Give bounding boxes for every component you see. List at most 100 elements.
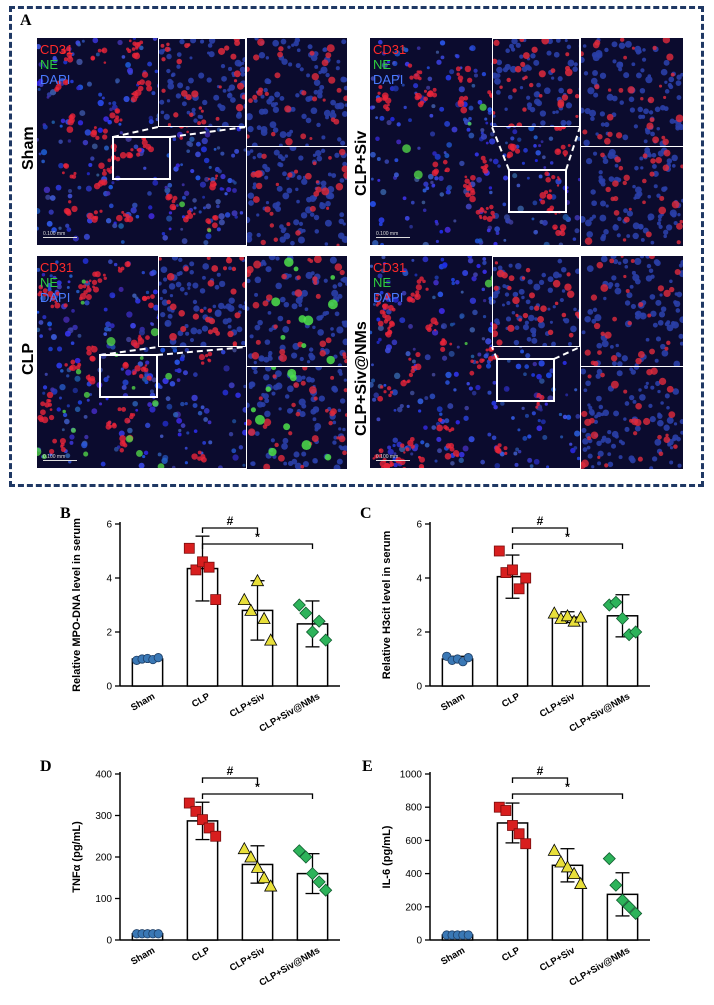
- y-axis-label: Relative MPO-DNA level in serum: [71, 518, 83, 692]
- data-point: [493, 545, 505, 557]
- stain-label-ne: NE: [373, 275, 392, 290]
- micrograph-zoom-window: [492, 256, 580, 347]
- x-tick-label: CLP+Siv: [228, 945, 268, 974]
- significance-label: #: [227, 514, 234, 528]
- scale-bar: 0.100 mm: [376, 454, 410, 461]
- data-point: [183, 542, 195, 554]
- data-point: [264, 879, 278, 892]
- micrograph-zoom-window: [492, 38, 580, 127]
- y-tick-label: 200: [95, 853, 112, 864]
- x-tick-label: Sham: [129, 691, 157, 713]
- chart-il6: 0 200 400 600 800 1000 IL-6 (pg/mL) Sham CLP CLP+…: [370, 760, 660, 1000]
- data-point: [237, 592, 251, 605]
- stain-label-ne: NE: [40, 57, 59, 72]
- significance-label: *: [565, 530, 570, 544]
- data-point: [507, 820, 518, 831]
- x-tick-label: CLP+Siv@NMs: [567, 691, 632, 735]
- data-point: [560, 860, 575, 873]
- data-point: [622, 900, 636, 914]
- chart-mpo-dna: 0 2 4 6 Relative MPO-DNA level in serum Sham C…: [60, 510, 350, 745]
- data-point: [203, 822, 215, 834]
- data-point: [292, 598, 306, 612]
- x-tick-label: CLP: [190, 945, 213, 964]
- data-point: [609, 595, 623, 609]
- data-point: [560, 608, 575, 622]
- data-point: [312, 614, 326, 628]
- data-point: [183, 797, 195, 809]
- data-point: [615, 611, 630, 626]
- stain-label-cd31: CD31: [373, 42, 407, 57]
- data-point: [244, 603, 258, 616]
- data-point: [615, 893, 630, 907]
- data-point: [190, 564, 202, 576]
- data-point: [305, 625, 320, 639]
- stain-label-dapi: DAPI: [373, 72, 404, 87]
- stain-label-dapi: DAPI: [40, 72, 71, 87]
- scale-bar: 0.100 mm: [43, 231, 77, 238]
- data-point: [500, 805, 512, 816]
- chart-tnfa: 0 100 200 300 400 TNFα (pg/mL) Sham CLP CLP+Siv C…: [60, 760, 350, 1000]
- data-point: [463, 930, 473, 940]
- stain-label-dapi: DAPI: [373, 290, 404, 305]
- micrograph-inset: [580, 146, 683, 246]
- significance-label: #: [537, 514, 544, 528]
- x-tick-label: CLP: [500, 945, 523, 964]
- x-tick-label: CLP+Siv@NMs: [257, 945, 322, 989]
- data-point: [244, 850, 258, 863]
- data-point: [602, 852, 616, 866]
- stain-label-cd31: CD31: [373, 260, 407, 275]
- y-axis-label: TNFα (pg/mL): [71, 821, 83, 893]
- y-tick-label: 100: [95, 894, 112, 905]
- x-tick-label: CLP+Siv: [538, 691, 578, 720]
- data-point: [629, 625, 643, 639]
- y-tick-label: 1000: [400, 770, 423, 781]
- y-axis-label: IL-6 (pg/mL): [381, 825, 393, 888]
- micrograph-inset: [580, 38, 683, 146]
- y-tick-label: 400: [95, 770, 112, 781]
- y-tick-label: 2: [106, 628, 112, 639]
- x-tick-label: CLP: [190, 691, 213, 710]
- micrograph-inset: [246, 256, 347, 366]
- x-tick-label: CLP: [500, 691, 523, 710]
- stain-label-cd31: CD31: [40, 42, 74, 57]
- y-tick-label: 0: [416, 682, 422, 693]
- y-tick-label: 4: [416, 574, 422, 585]
- data-point: [237, 841, 251, 855]
- scale-bar: 0.100 mm: [376, 231, 410, 238]
- x-tick-label: CLP+Siv@NMs: [257, 691, 322, 735]
- stain-label-dapi: DAPI: [40, 290, 71, 305]
- panel-letter-d: D: [40, 758, 52, 775]
- stain-label-ne: NE: [40, 275, 59, 290]
- y-tick-label: 0: [106, 682, 112, 693]
- panel-letter-c: C: [360, 505, 372, 522]
- data-point: [299, 850, 313, 864]
- data-point: [513, 583, 525, 595]
- scale-bar: 0.100 mm: [43, 454, 77, 461]
- data-point: [203, 561, 215, 573]
- data-point: [257, 611, 271, 624]
- data-point: [312, 875, 326, 889]
- data-point: [210, 830, 222, 842]
- x-tick-label: Sham: [439, 945, 467, 967]
- data-point: [264, 633, 278, 646]
- group-label-clp: CLP: [20, 343, 37, 375]
- y-tick-label: 6: [416, 520, 422, 531]
- data-point: [554, 855, 568, 868]
- data-point: [463, 653, 473, 663]
- micrograph-inset: [580, 256, 683, 366]
- significance-label: *: [255, 780, 260, 794]
- data-point: [197, 556, 208, 568]
- data-point: [210, 594, 222, 605]
- significance-label: #: [537, 764, 544, 778]
- x-tick-label: Sham: [129, 945, 157, 967]
- data-point: [574, 876, 588, 889]
- y-tick-label: 4: [106, 574, 112, 585]
- x-tick-label: CLP+Siv: [228, 691, 268, 720]
- micrograph-inset: [246, 146, 347, 246]
- data-point: [574, 610, 588, 623]
- y-tick-label: 2: [416, 628, 422, 639]
- data-point: [629, 906, 643, 921]
- bar-clp-siv-nms: [296, 623, 329, 687]
- panel-letter-e: E: [362, 758, 373, 775]
- data-point: [190, 805, 202, 817]
